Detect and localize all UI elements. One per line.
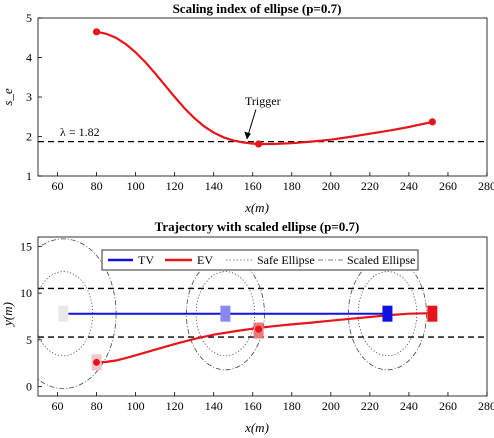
chart1-plot-area: 60 80 100 120 140 160 180 200 220 240 260 280 1 2 3 4 5 xyxy=(26,11,494,193)
chart1-xlabel: x(m) xyxy=(244,200,269,215)
chart2-xtick-label: 260 xyxy=(439,399,457,413)
chart1-xtick-label: 240 xyxy=(400,179,418,193)
chart2-xtick-label: 60 xyxy=(52,399,64,413)
chart1-xtick-label: 180 xyxy=(283,179,301,193)
ev-mid-marker xyxy=(255,325,263,333)
chart2-ytick-label: 0 xyxy=(26,380,32,394)
chart1-xtick-label: 200 xyxy=(322,179,340,193)
chart2-xtick-label: 160 xyxy=(244,399,262,413)
chart1-xtick-label: 220 xyxy=(361,179,379,193)
legend-label-ev: EV xyxy=(197,253,213,267)
chart1-ytick-label: 3 xyxy=(26,90,32,104)
tv-vehicle xyxy=(58,305,69,322)
chart2-frame xyxy=(37,236,488,397)
series-marker xyxy=(254,140,263,148)
chart2-xtick-label: 140 xyxy=(205,399,223,413)
chart2-ylabel: y(m) xyxy=(0,302,15,328)
series-marker xyxy=(92,28,101,36)
series-marker xyxy=(428,118,436,126)
chart1-ytick-label: 1 xyxy=(26,169,32,183)
chart1-ylabel-group: s_e xyxy=(0,88,15,106)
chart1-xtick-label: 260 xyxy=(439,179,457,193)
chart2-ytick-label: 5 xyxy=(26,333,32,347)
chart1-title: Scaling index of ellipse (p=0.7) xyxy=(173,1,342,16)
trigger-annotation: Trigger xyxy=(245,94,281,108)
chart1-xtick-label: 100 xyxy=(127,179,145,193)
chart1-ytick-label: 5 xyxy=(26,11,32,25)
legend-label-tv: TV xyxy=(138,253,154,267)
chart2-ytick-label: 15 xyxy=(20,239,32,253)
chart2-xtick-label: 240 xyxy=(400,399,418,413)
chart-trajectory: Trajectory with scaled ellipse (p=0.7) 6… xyxy=(0,219,494,435)
chart2-ytick-label: 10 xyxy=(20,286,32,300)
legend-label-safe-ellipse: Safe Ellipse xyxy=(257,253,315,267)
tv-vehicle xyxy=(220,305,231,322)
chart1-ytick-label: 2 xyxy=(26,130,32,144)
chart1-ylabel: s_e xyxy=(0,88,15,106)
legend-label-scaled-ellipse: Scaled Ellipse xyxy=(347,253,415,267)
chart2-xtick-label: 180 xyxy=(283,399,301,413)
ev-start-marker xyxy=(93,358,101,366)
chart2-xtick-label: 80 xyxy=(91,399,103,413)
ev-trajectory-line xyxy=(96,312,433,364)
ev-vehicle xyxy=(427,305,438,322)
chart1-xtick-label: 140 xyxy=(205,179,223,193)
chart2-xlabel: x(m) xyxy=(244,420,269,435)
chart1-xtick-label: 80 xyxy=(91,179,103,193)
chart1-xtick-label: 120 xyxy=(166,179,184,193)
legend-box xyxy=(101,249,419,271)
series-scaling-index-line xyxy=(96,30,433,146)
trigger-arrow-head xyxy=(244,131,251,140)
chart2-xtick-label: 120 xyxy=(166,399,184,413)
chart2-title: Trajectory with scaled ellipse (p=0.7) xyxy=(155,219,360,234)
chart1-ytick-label: 4 xyxy=(26,51,32,65)
trigger-arrow-shaft xyxy=(247,109,257,136)
chart2-clipped-marks xyxy=(38,238,487,389)
chart2-xtick-label: 100 xyxy=(127,399,145,413)
chart2-legend: TV EV Safe Ellipse Scaled Ellipse xyxy=(101,249,419,271)
chart2-xtick-label: 200 xyxy=(322,399,340,413)
chart1-xtick-label: 160 xyxy=(244,179,262,193)
threshold-label: λ = 1.82 xyxy=(60,125,100,139)
chart-scaling-index: Scaling index of ellipse (p=0.7) 60 80 100… xyxy=(0,1,494,215)
chart2-plot-area: 60 80 100 120 140 160 180 200 220 240 260 280 0 5 10 15 xyxy=(20,236,494,413)
chart1-xtick-label: 280 xyxy=(478,179,494,193)
chart1-xtick-label: 60 xyxy=(52,179,64,193)
chart2-xtick-label: 280 xyxy=(478,399,494,413)
tv-vehicle xyxy=(382,305,393,322)
chart2-xtick-label: 220 xyxy=(361,399,379,413)
